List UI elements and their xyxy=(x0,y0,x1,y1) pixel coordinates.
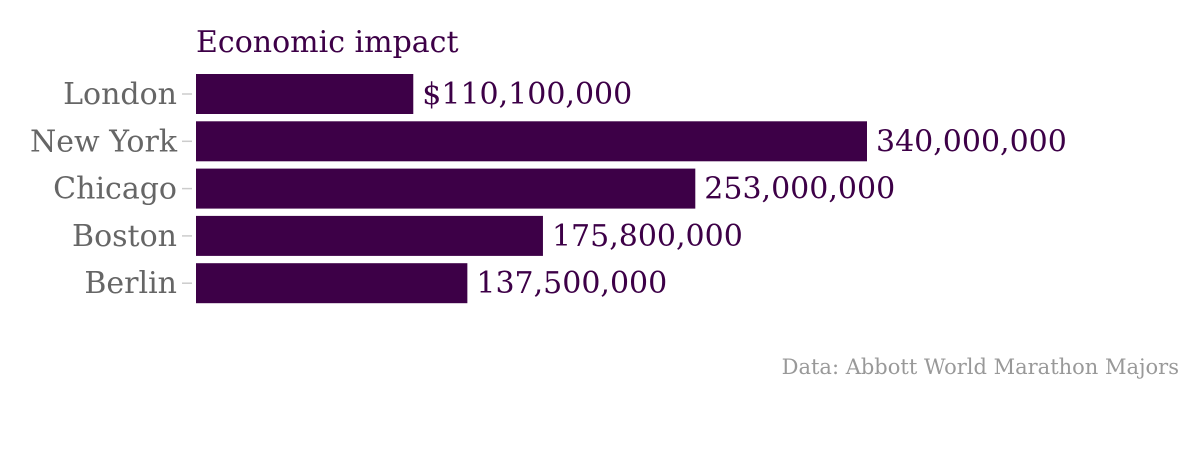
value-label: 340,000,000 xyxy=(876,124,1067,159)
category-label-layer: London New York Chicago Boston Berlin xyxy=(30,77,178,301)
category-label: Berlin xyxy=(84,266,177,301)
category-label: New York xyxy=(30,124,178,159)
source-note: Data: Abbott World Marathon Majors xyxy=(782,355,1179,379)
bar-boston xyxy=(196,215,543,256)
value-label: 137,500,000 xyxy=(476,266,667,301)
bar-layer xyxy=(196,74,867,304)
category-label: London xyxy=(63,77,177,112)
category-label: Chicago xyxy=(53,172,177,207)
value-label: 175,800,000 xyxy=(552,219,743,254)
category-label: Boston xyxy=(72,219,177,254)
value-label-layer: $110,100,000 340,000,000 253,000,000 175,80… xyxy=(422,77,1067,301)
bar-new-york xyxy=(196,121,867,162)
value-label: $110,100,000 xyxy=(422,77,632,112)
tick-layer xyxy=(182,93,192,284)
value-label: 253,000,000 xyxy=(704,172,895,207)
bar-london xyxy=(196,74,414,114)
bar-berlin xyxy=(196,263,468,304)
chart-title: Economic impact xyxy=(196,25,459,60)
bar-chicago xyxy=(196,168,696,209)
